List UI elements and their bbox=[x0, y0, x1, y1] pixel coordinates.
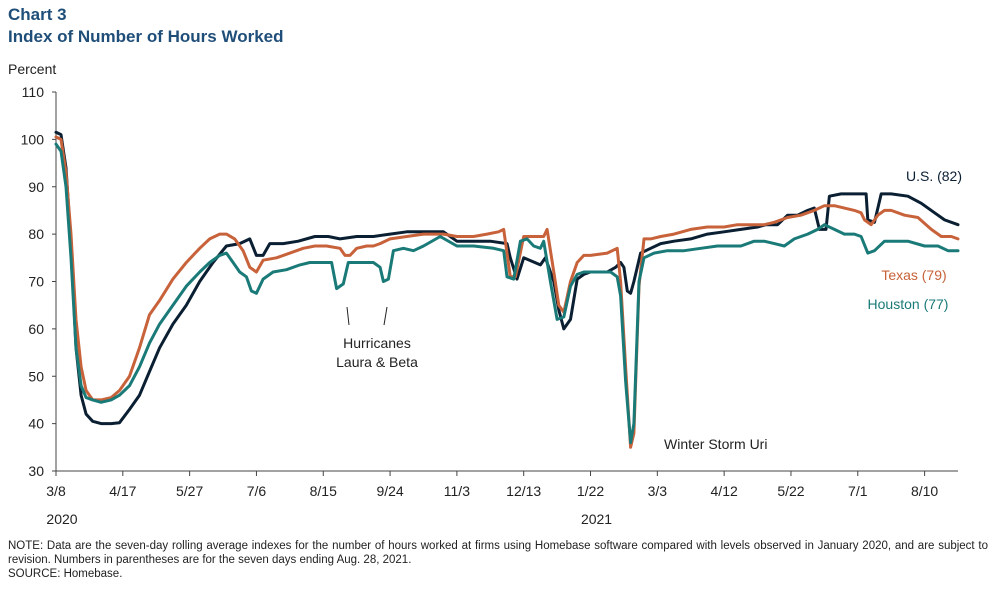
footnote-source: SOURCE: Homebase. bbox=[8, 568, 123, 580]
x-tick-label: 1/22 bbox=[577, 483, 604, 499]
y-tick-label: 110 bbox=[22, 84, 45, 100]
chart-series bbox=[54, 130, 960, 449]
y-tick-label: 50 bbox=[28, 368, 44, 384]
chart-annotations: U.S. (82) Texas (79) Houston (77) Hurricane… bbox=[336, 168, 962, 452]
y-tick-label: 60 bbox=[28, 321, 44, 337]
y-tick-label: 100 bbox=[21, 131, 45, 147]
chart-axes: Percent 30 40 50 60 70 80 90 100 110 3/8 4/17 5/27 7/… bbox=[8, 61, 958, 527]
series-line-texas bbox=[54, 135, 960, 449]
y-tick-label: 70 bbox=[28, 274, 44, 290]
annotation-winter-storm: Winter Storm Uri bbox=[664, 436, 767, 452]
y-tick-label: 40 bbox=[28, 416, 44, 432]
annotation-hurricanes-line1: Hurricanes bbox=[343, 335, 411, 351]
x-tick-label: 4/17 bbox=[109, 483, 136, 499]
hurricane-pointer-laura bbox=[346, 306, 350, 326]
y-tick-label: 30 bbox=[28, 463, 44, 479]
chart-number: Chart 3 bbox=[8, 5, 67, 24]
y-tick-label: 90 bbox=[28, 179, 44, 195]
annotation-hurricanes-line2: Laura & Beta bbox=[336, 354, 418, 370]
x-tick-label: 7/1 bbox=[848, 483, 868, 499]
x-tick-label: 5/22 bbox=[777, 483, 804, 499]
series-label-houston: Houston (77) bbox=[868, 296, 949, 312]
x-tick-label: 3/3 bbox=[648, 483, 668, 499]
x-tick-label: 8/10 bbox=[911, 483, 938, 499]
y-tick-label: 80 bbox=[28, 226, 44, 242]
series-line-houston bbox=[54, 142, 960, 445]
chart-header: Chart 3 Index of Number of Hours Worked bbox=[8, 4, 284, 48]
year-label: 2020 bbox=[46, 511, 77, 527]
x-tick-label: 12/13 bbox=[506, 483, 541, 499]
footnote-note: NOTE: Data are the seven-day rolling ave… bbox=[8, 540, 988, 566]
y-axis-label: Percent bbox=[8, 61, 56, 77]
footnote: NOTE: Data are the seven-day rolling ave… bbox=[8, 539, 988, 581]
x-tick-label: 7/6 bbox=[247, 483, 267, 499]
chart-title: Index of Number of Hours Worked bbox=[8, 27, 284, 46]
line-chart: Percent 30 40 50 60 70 80 90 100 110 3/8 4/17 5/27 7/… bbox=[8, 61, 962, 527]
x-tick-label: 11/3 bbox=[444, 483, 470, 499]
series-label-texas: Texas (79) bbox=[881, 267, 946, 283]
series-label-us: U.S. (82) bbox=[906, 168, 962, 184]
year-label: 2021 bbox=[581, 511, 612, 527]
x-tick-label: 3/8 bbox=[46, 483, 66, 499]
x-tick-label: 5/27 bbox=[176, 483, 203, 499]
x-tick-label: 8/15 bbox=[310, 483, 337, 499]
hurricane-pointer-beta bbox=[383, 306, 388, 326]
x-tick-label: 4/12 bbox=[711, 483, 738, 499]
x-tick-label: 9/24 bbox=[376, 483, 403, 499]
